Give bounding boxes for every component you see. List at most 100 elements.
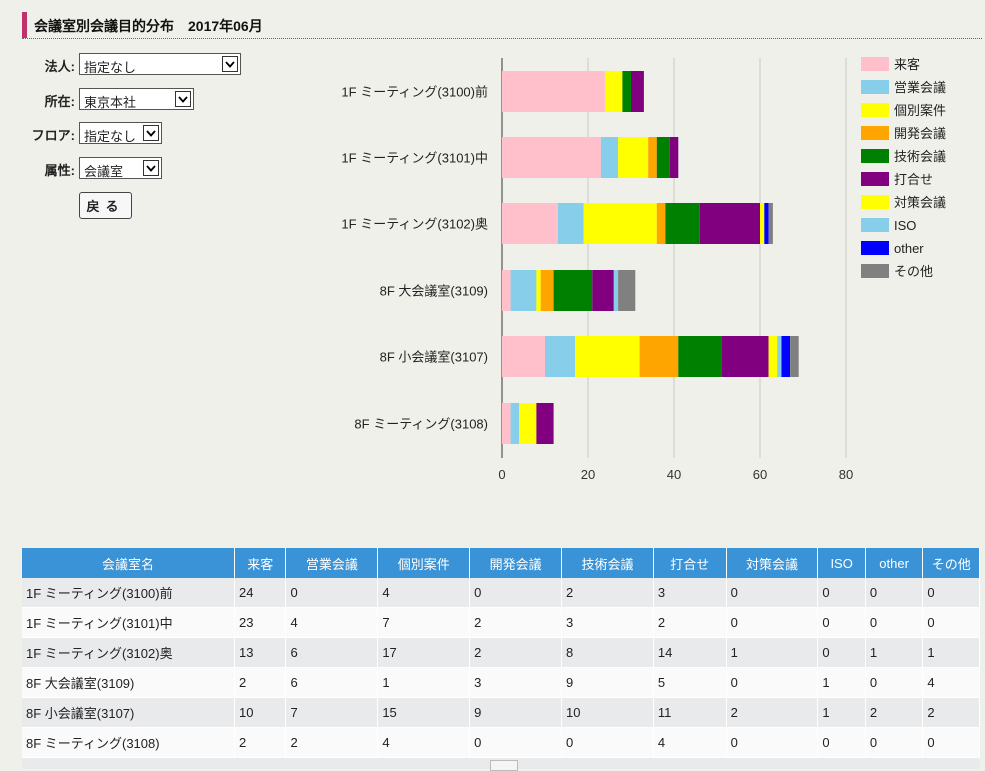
category-label: 1F ミーティング(3101)中 — [341, 151, 488, 166]
count-cell: 1 — [817, 697, 866, 728]
legend-swatch — [861, 241, 889, 255]
bar-segment — [502, 137, 601, 178]
filter-corporation: 法人: — [30, 53, 75, 75]
bar-segment — [618, 270, 636, 311]
count-cell: 6 — [285, 637, 379, 668]
count-cell: 0 — [922, 727, 980, 758]
bar-segment — [553, 270, 593, 311]
bar-segment — [648, 137, 657, 178]
count-cell: 2 — [285, 727, 379, 758]
bar-segment — [600, 137, 619, 178]
count-cell: 2 — [726, 697, 819, 728]
bar-segment — [510, 270, 537, 311]
legend-swatch — [861, 264, 889, 278]
count-cell: 17 — [377, 637, 471, 668]
bar-segment — [605, 71, 623, 112]
table-footer — [22, 758, 980, 771]
table-row: 8F ミーティング(3108) 2 2 4 0 0 4 0 0 0 0 — [22, 727, 980, 758]
legend-label: 個別案件 — [894, 103, 946, 118]
bar-segment — [665, 203, 700, 244]
x-tick-label: 0 — [498, 467, 505, 482]
count-cell: 11 — [653, 697, 727, 728]
room-name-cell: 8F 小会議室(3107) — [22, 697, 235, 728]
filter-floor: フロア: — [30, 122, 75, 144]
floor-select[interactable]: 指定なし — [79, 122, 162, 144]
x-tick-label: 40 — [667, 467, 681, 482]
count-cell: 1 — [922, 637, 980, 668]
count-cell: 23 — [234, 607, 287, 638]
room-name-cell: 1F ミーティング(3102)奥 — [22, 637, 235, 668]
count-cell: 0 — [817, 727, 866, 758]
legend-swatch — [861, 57, 889, 71]
legend-label: 技術会議 — [894, 149, 946, 164]
count-cell: 4 — [653, 727, 727, 758]
header-cell: その他 — [922, 548, 980, 578]
count-cell: 14 — [653, 637, 727, 668]
bar-segment — [613, 270, 619, 311]
bar-segment — [502, 270, 511, 311]
corporation-select-value: 指定なし — [84, 60, 137, 75]
bar-segment — [656, 203, 666, 244]
bar-segment — [502, 71, 606, 112]
legend-swatch — [861, 218, 889, 232]
filter-location: 所在: — [30, 88, 75, 110]
count-cell: 0 — [469, 578, 563, 608]
legend-label: 対策会議 — [894, 195, 946, 210]
bar-segment — [768, 336, 778, 377]
header-cell: other — [865, 548, 924, 578]
bar-segment — [540, 270, 554, 311]
bar-segment — [764, 203, 769, 244]
legend-label: その他 — [894, 264, 933, 279]
filter-label-corporation: 法人: — [44, 59, 75, 74]
bar-segment — [721, 336, 769, 377]
count-cell: 0 — [726, 607, 819, 638]
footer-control — [490, 760, 518, 771]
legend-swatch — [861, 195, 889, 209]
count-cell: 4 — [922, 667, 980, 698]
location-select[interactable]: 東京本社 — [79, 88, 194, 110]
count-cell: 10 — [234, 697, 287, 728]
legend-label: ISO — [894, 218, 916, 233]
bar-segment — [790, 336, 799, 377]
bar-segment — [583, 203, 657, 244]
count-cell: 0 — [865, 578, 924, 608]
count-cell: 2 — [653, 607, 727, 638]
count-cell: 4 — [377, 578, 471, 608]
header-cell: 来客 — [234, 548, 287, 578]
count-cell: 15 — [377, 697, 471, 728]
category-label: 1F ミーティング(3102)奥 — [341, 217, 488, 232]
table-header-row: 会議室名 来客 営業会議 個別案件 開発会議 技術会議 打合せ 対策会議 ISO… — [22, 548, 980, 578]
table-row: 1F ミーティング(3101)中 23 4 7 2 3 2 0 0 0 0 — [22, 607, 980, 638]
bar-segment — [557, 203, 584, 244]
count-cell: 2 — [865, 697, 924, 728]
count-cell: 0 — [817, 637, 866, 668]
count-cell: 2 — [234, 667, 287, 698]
count-cell: 7 — [285, 697, 379, 728]
attribute-select[interactable]: 会議室 — [79, 157, 162, 179]
back-button[interactable]: 戻る — [79, 192, 132, 219]
count-cell: 2 — [469, 637, 563, 668]
count-cell: 0 — [865, 727, 924, 758]
count-cell: 2 — [561, 578, 654, 608]
legend-label: 来客 — [894, 57, 920, 72]
bar-segment — [536, 270, 541, 311]
count-cell: 0 — [817, 578, 866, 608]
room-name-cell: 8F 大会議室(3109) — [22, 667, 235, 698]
count-cell: 1 — [817, 667, 866, 698]
room-name-cell: 8F ミーティング(3108) — [22, 727, 235, 758]
count-cell: 3 — [469, 667, 563, 698]
filter-label-attribute: 属性: — [44, 163, 75, 178]
count-cell: 4 — [377, 727, 471, 758]
room-name-cell: 1F ミーティング(3101)中 — [22, 607, 235, 638]
corporation-select[interactable]: 指定なし — [79, 53, 241, 75]
header-cell: 技術会議 — [561, 548, 654, 578]
count-cell: 0 — [726, 667, 819, 698]
count-cell: 6 — [285, 667, 379, 698]
legend-swatch — [861, 149, 889, 163]
table-row: 1F ミーティング(3102)奥 13 6 17 2 8 14 1 0 1 1 — [22, 637, 980, 668]
count-cell: 2 — [922, 697, 980, 728]
header-cell: 個別案件 — [377, 548, 471, 578]
room-name-cell: 1F ミーティング(3100)前 — [22, 578, 235, 608]
count-cell: 4 — [285, 607, 379, 638]
bar-segment — [536, 403, 554, 444]
